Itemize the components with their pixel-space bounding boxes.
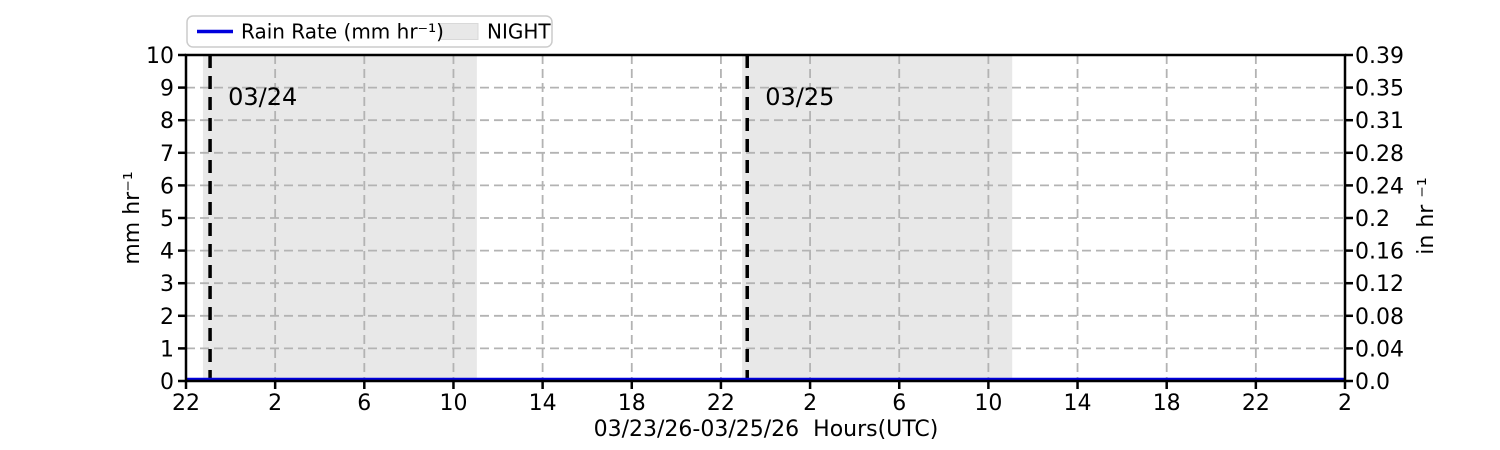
x-tick-label: 22 — [172, 391, 200, 416]
x-tick-label: 22 — [707, 391, 735, 416]
y-tick-label-left: 4 — [160, 240, 174, 265]
date-annotation: 03/25 — [765, 83, 834, 111]
x-tick-label: 18 — [1153, 391, 1181, 416]
x-tick-label: 2 — [803, 391, 817, 416]
x-tick-label: 14 — [529, 391, 557, 416]
y-tick-label-left: 1 — [160, 337, 174, 362]
y-tick-label-right: 0.28 — [1355, 142, 1404, 167]
legend-label-night: NIGHT — [487, 20, 551, 44]
y-tick-label-right: 0.08 — [1355, 305, 1404, 330]
x-tick-label: 6 — [357, 391, 371, 416]
y-tick-label-left: 7 — [160, 142, 174, 167]
x-tick-label: 18 — [618, 391, 646, 416]
axis-ticks — [178, 53, 1353, 389]
x-tick-label: 6 — [892, 391, 906, 416]
x-tick-label: 2 — [1338, 391, 1352, 416]
y-tick-label-right: 0.2 — [1355, 207, 1390, 232]
y-tick-label-left: 2 — [160, 305, 174, 330]
y-axis-label-left: mm hr⁻¹ — [120, 171, 145, 264]
grid-lines — [185, 55, 1346, 381]
legend-night-swatch — [439, 23, 479, 40]
legend: Rain Rate (mm hr⁻¹) NIGHT — [186, 15, 553, 48]
y-tick-label-left: 5 — [160, 207, 174, 232]
x-tick-label: 14 — [1064, 391, 1092, 416]
y-tick-label-right: 0.35 — [1355, 77, 1404, 102]
y-axis-label-right: in hr ⁻¹ — [1414, 177, 1439, 254]
y-tick-label-right: 0.16 — [1355, 240, 1404, 265]
y-tick-label-right: 0.0 — [1355, 370, 1390, 395]
y-tick-label-left: 8 — [160, 109, 174, 134]
date-annotations: 03/24 03/25 — [228, 83, 834, 111]
y-tick-label-right: 0.31 — [1355, 109, 1404, 134]
y-tick-label-left: 3 — [160, 272, 174, 297]
tick-labels: 22 2 6 10 14 18 22 2 6 10 14 18 22 20 0.01 0.042 0.083 0.… — [146, 44, 1404, 416]
y-tick-label-right: 0.39 — [1355, 44, 1404, 69]
x-tick-label: 10 — [439, 391, 467, 416]
date-lines — [208, 55, 749, 381]
y-tick-label-right: 0.12 — [1355, 272, 1404, 297]
legend-label-rain-rate: Rain Rate (mm hr⁻¹) — [241, 20, 444, 44]
y-tick-label-right: 0.24 — [1355, 174, 1404, 199]
y-tick-label-right: 0.04 — [1355, 337, 1404, 362]
x-axis-label: 03/23/26-03/25/26 Hours(UTC) — [594, 417, 939, 442]
x-tick-label: 10 — [974, 391, 1002, 416]
x-tick-label: 22 — [1242, 391, 1270, 416]
date-annotation: 03/24 — [228, 83, 297, 111]
y-tick-label-left: 6 — [160, 174, 174, 199]
y-tick-label-left: 9 — [160, 77, 174, 102]
x-tick-label: 2 — [268, 391, 282, 416]
y-tick-label-left: 10 — [146, 44, 174, 69]
y-tick-label-left: 0 — [160, 370, 174, 395]
